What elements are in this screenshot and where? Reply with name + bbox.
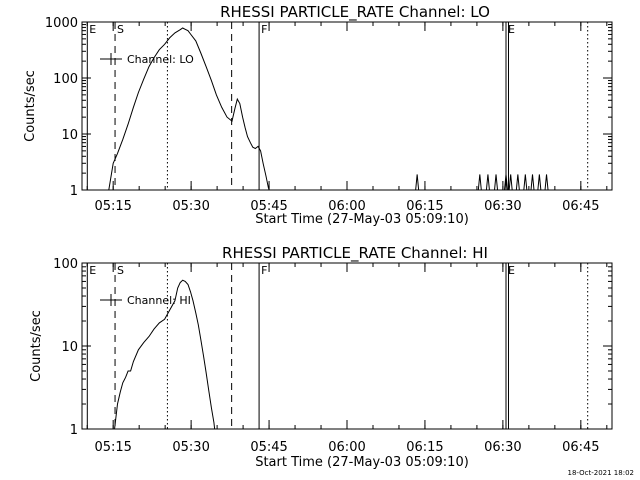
x-axis-label: Start Time (27-May-03 05:09:10): [255, 212, 469, 227]
x-tick-label: 06:30: [484, 440, 521, 455]
data-spike: [415, 174, 420, 190]
series-line: [108, 27, 270, 190]
y-tick-label: 100: [53, 257, 78, 272]
marker-flag: F: [261, 23, 267, 36]
legend-label: Channel: LO: [127, 53, 194, 66]
x-tick-label: 06:45: [562, 440, 599, 455]
data-spike: [544, 174, 549, 190]
y-tick-label: 100: [53, 72, 78, 87]
data-spike: [504, 174, 508, 190]
data-spike: [508, 174, 513, 190]
x-axis-label: Start Time (27-May-03 05:09:10): [255, 455, 469, 470]
data-spike: [537, 174, 542, 190]
data-spike: [515, 174, 520, 190]
marker-flag: E: [89, 264, 96, 277]
x-tick-label: 06:00: [328, 199, 365, 214]
x-tick-label: 05:45: [250, 440, 287, 455]
x-tick-label: 06:15: [406, 440, 443, 455]
marker-flag: E: [508, 264, 515, 277]
series-line: [114, 279, 216, 429]
x-tick-label: 06:30: [484, 199, 521, 214]
y-axis-label: Counts/sec: [23, 70, 38, 142]
data-spike: [485, 174, 490, 190]
chart-title: RHESSI PARTICLE_RATE Channel: HI: [222, 244, 488, 263]
marker-flag: E: [89, 23, 96, 36]
y-tick-label: 1000: [45, 16, 78, 31]
footer-timestamp: 18-Oct-2021 18:02: [567, 469, 634, 477]
y-tick-label: 1: [70, 423, 78, 438]
marker-flag: S: [117, 264, 124, 277]
legend-label: Channel: HI: [127, 294, 191, 307]
x-tick-label: 05:30: [172, 199, 209, 214]
panel-hi: RHESSI PARTICLE_RATE Channel: HI 1 10 100 Co…: [29, 244, 613, 470]
data-spike: [494, 174, 499, 190]
x-tick-label: 06:45: [562, 199, 599, 214]
marker-flag: S: [117, 23, 124, 36]
panel-lo: RHESSI PARTICLE_RATE Channel: LO 1 10 100 10…: [23, 3, 613, 227]
x-tick-label: 06:00: [328, 440, 365, 455]
plot-frame: [81, 262, 613, 430]
data-spike: [523, 174, 528, 190]
chart-title: RHESSI PARTICLE_RATE Channel: LO: [220, 3, 490, 22]
y-tick-label: 10: [61, 128, 78, 143]
x-tick-label: 05:15: [94, 440, 131, 455]
x-tick-label: 05:45: [250, 199, 287, 214]
data-spike: [477, 174, 482, 190]
data-spike: [530, 174, 535, 190]
marker-flag: F: [261, 264, 267, 277]
y-tick-label: 1: [70, 184, 78, 199]
y-tick-label: 10: [61, 340, 78, 355]
marker-flag: E: [508, 23, 515, 36]
y-axis-label: Counts/sec: [29, 310, 44, 382]
x-tick-label: 06:15: [406, 199, 443, 214]
x-tick-label: 05:15: [94, 199, 131, 214]
x-tick-label: 05:30: [172, 440, 209, 455]
